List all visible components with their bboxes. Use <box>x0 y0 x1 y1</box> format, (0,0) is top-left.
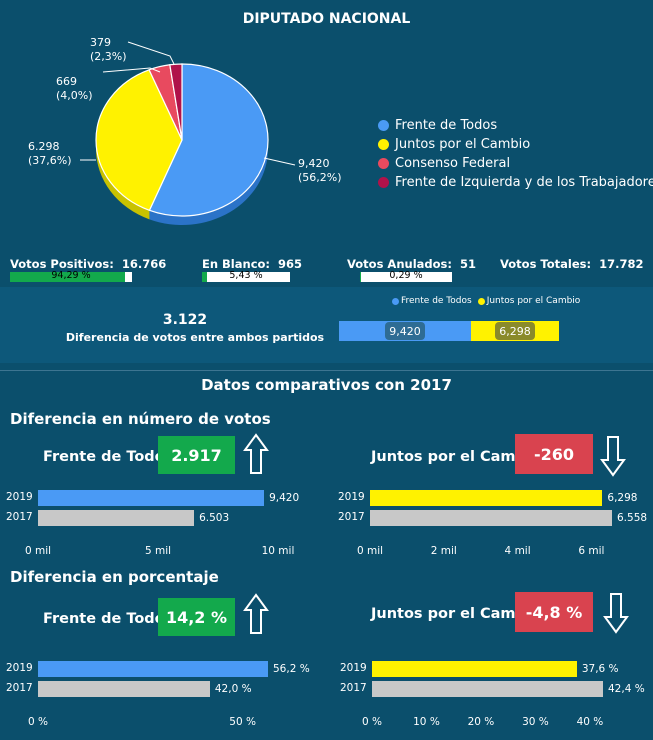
axis-tick-label: 50 % <box>229 716 256 728</box>
pct-section-title: Diferencia en porcentaje <box>10 568 219 586</box>
jxc-pct-diff-badge: -4,8 % <box>515 592 593 632</box>
diff-bar-fdt: 9,420 <box>339 321 471 341</box>
bar-category-label: 2017 <box>6 682 33 694</box>
arrow-up-icon <box>243 593 269 634</box>
bar-category-label: 2019 <box>6 491 33 503</box>
bar-value-label: 42,4 % <box>608 683 645 695</box>
jxc-votes-diff-badge: -260 <box>515 434 593 474</box>
compare-title: Datos comparativos con 2017 <box>201 376 452 394</box>
stat-positivos-bar: 94,29 % <box>10 270 132 282</box>
axis-tick-label: 0 % <box>362 716 382 728</box>
bar-category-label: 2019 <box>338 491 365 503</box>
fdt-pct-diff-badge: 14,2 % <box>158 598 235 636</box>
stat-totales: Votos Totales: 17.782 <box>500 257 644 271</box>
legend-dot-icon <box>392 297 399 305</box>
stat-blanco: En Blanco: 965 <box>202 257 303 271</box>
axis-tick-label: 0 mil <box>356 545 384 557</box>
stat-positivos: Votos Positivos: 16.766 <box>10 257 167 271</box>
diff-label: Diferencia de votos entre ambos partidos <box>65 331 325 344</box>
pie-leader-cf <box>102 67 161 73</box>
pie-slice-fdt <box>148 63 269 217</box>
axis-tick-label: 40 % <box>576 716 604 728</box>
bar-value-label: 37,6 % <box>581 663 619 675</box>
pie-slice-fit <box>169 63 183 141</box>
bar-2017 <box>372 681 603 697</box>
pie-label-jxc: 6.298 (37,6%) <box>28 140 72 167</box>
axis-tick-label: 10 mil <box>261 545 295 557</box>
axis-tick-label: 30 % <box>522 716 549 728</box>
axis-tick-label: 0 % <box>28 716 48 728</box>
fdt-name-pct: Frente de Todos <box>43 611 174 627</box>
legend-dot-icon <box>477 297 485 305</box>
jxc-name: Juntos por el Cambio <box>371 449 541 465</box>
legend-item-fdt[interactable]: Frente de Todos <box>378 118 497 133</box>
diff-bar-jxc: 6,298 <box>471 321 559 341</box>
page-title: DIPUTADO NACIONAL <box>242 11 411 27</box>
bar-category-label: 2019 <box>340 662 367 674</box>
axis-tick-label: 4 mil <box>504 545 531 557</box>
bar-value-label: 56,2 % <box>273 663 310 675</box>
legend-item-cf[interactable]: Consenso Federal <box>378 156 510 171</box>
diff-legend: Frente de Todos Juntos por el Cambio <box>392 296 580 306</box>
axis-tick-label: 2 mil <box>430 545 457 557</box>
axis-tick-label: 10 % <box>413 716 440 728</box>
legend-item-jxc[interactable]: Juntos por el Cambio <box>378 137 530 152</box>
legend-dot-icon <box>378 120 389 131</box>
diff-bar-jxc-label: 6,298 <box>495 322 535 340</box>
diff-value: 3.122 <box>162 312 208 328</box>
legend-dot-icon <box>378 139 389 150</box>
stat-anulados-bar: 0,29 % <box>360 270 452 282</box>
arrow-down-icon <box>603 593 629 634</box>
bar-2019 <box>38 661 268 677</box>
stat-anulados: Votos Anulados: 51 <box>347 257 477 271</box>
bar-2017 <box>38 681 210 697</box>
bar-category-label: 2017 <box>338 511 365 523</box>
legend-item-fit[interactable]: Frente de Izquierda y de los Trabajadore… <box>378 175 653 190</box>
pie-leader-fit <box>127 41 175 65</box>
arrow-down-icon <box>600 436 626 477</box>
axis-tick-label: 20 % <box>467 716 495 728</box>
divider <box>0 370 653 371</box>
pie-label-fit: 379 (2,3%) <box>90 36 127 63</box>
bar-value-label: 42,0 % <box>214 683 252 695</box>
legend-dot-icon <box>378 158 389 169</box>
bar-2017 <box>38 510 195 526</box>
bar-2019 <box>372 661 577 677</box>
pie-label-fdt: 9,420 (56,2%) <box>298 157 342 184</box>
axis-tick-label: 6 mil <box>578 545 605 557</box>
bar-value-label: 6.503 <box>199 512 230 524</box>
bar-2019 <box>370 490 603 506</box>
bar-category-label: 2019 <box>6 662 33 674</box>
diff-bar-fdt-label: 9,420 <box>385 322 425 340</box>
bar-value-label: 6,298 <box>607 492 638 504</box>
bar-category-label: 2017 <box>6 511 33 523</box>
stat-blanco-bar: 5,43 % <box>202 270 290 282</box>
axis-tick-label: 0 mil <box>24 545 52 557</box>
legend-dot-icon <box>378 177 389 188</box>
bar-category-label: 2017 <box>340 682 367 694</box>
bar-value-label: 6.558 <box>617 512 648 524</box>
pie-side-jxc <box>96 140 150 220</box>
pie-slice-jxc <box>95 69 183 212</box>
bar-2017 <box>370 510 612 526</box>
fdt-name: Frente de Todos <box>43 449 174 465</box>
pie-leader-fdt <box>263 157 296 166</box>
bar-2019 <box>38 490 265 506</box>
pie-chart <box>80 41 296 226</box>
fdt-votes-diff-badge: 2.917 <box>158 436 235 474</box>
pie-side-fdt <box>149 140 268 226</box>
arrow-up-icon <box>243 433 269 474</box>
jxc-name-pct: Juntos por el Cambio <box>371 606 541 622</box>
axis-tick-label: 5 mil <box>144 545 172 557</box>
votes-section-title: Diferencia en número de votos <box>10 410 271 428</box>
pie-label-cf: 669 (4,0%) <box>56 75 93 102</box>
bar-value-label: 9,420 <box>269 492 300 504</box>
